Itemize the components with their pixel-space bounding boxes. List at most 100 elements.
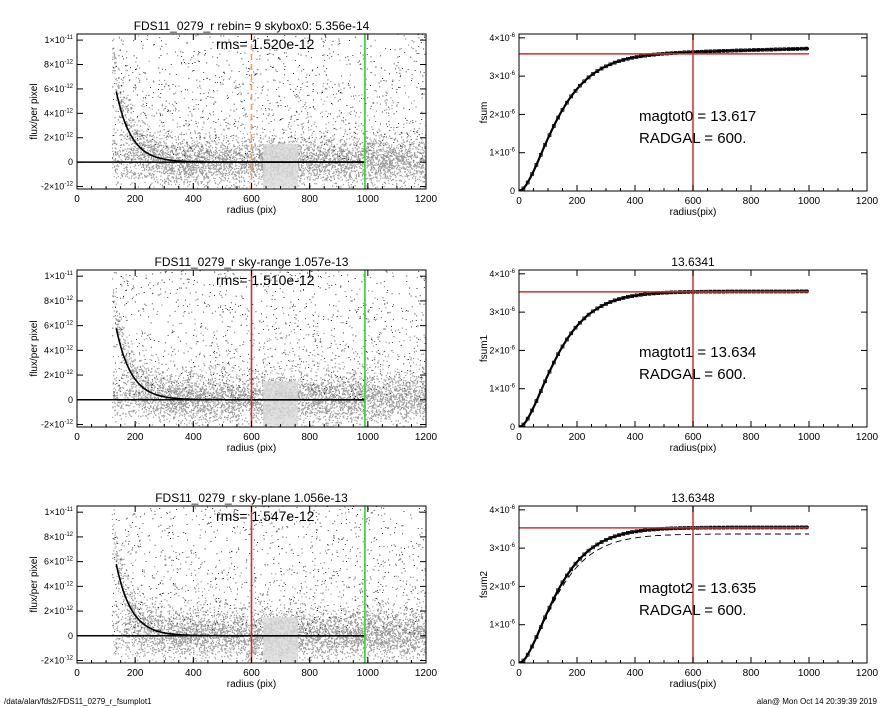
x-tick-label: 1000: [798, 196, 821, 207]
x-tick-label: 0: [74, 194, 80, 205]
x-tick-label: 800: [301, 194, 318, 205]
x-tick-label: 1000: [798, 432, 821, 443]
annotation-line-1: magtot0 = 13.617: [639, 108, 756, 125]
y-tick-label: 8×10-12: [44, 60, 74, 70]
x-tick-label: 1200: [415, 194, 438, 205]
x-tick-label: 0: [516, 432, 522, 443]
sky-region-band: [263, 381, 299, 426]
x-tick-label: 0: [74, 432, 80, 443]
x-tick-label: 400: [185, 432, 202, 443]
annotation-line-1: magtot1 = 13.634: [639, 344, 756, 361]
y-tick-label: 1×10-11: [44, 35, 73, 45]
sky-region-band: [263, 617, 299, 662]
x-tick-label: 1200: [856, 668, 879, 679]
x-tick-label: 1200: [415, 668, 438, 679]
outlier-points: [112, 270, 426, 401]
x-tick-label: 1000: [357, 668, 380, 679]
y-tick-label: 8×10-12: [44, 296, 74, 306]
x-tick-label: 400: [185, 668, 202, 679]
x-tick-label: 200: [569, 196, 586, 207]
x-tick-label: 400: [627, 432, 644, 443]
x-tick-label: 600: [685, 668, 702, 679]
y-axis-label: flux/per pixel: [29, 320, 40, 376]
x-tick-label: 1200: [415, 432, 438, 443]
x-tick-label: 800: [301, 432, 318, 443]
y-tick-label: 4×10-6: [489, 505, 515, 515]
x-axis-label: radius(pix): [670, 443, 717, 454]
y-tick-label: 4×10-6: [489, 33, 515, 43]
panel-1: rms= 1.520e-12 0 200 400 600 800 1000 1200 1×10-…: [29, 19, 438, 216]
y-tick-label: 6×10-12: [44, 84, 74, 94]
x-tick-label: 1000: [357, 194, 380, 205]
rms-label: rms= 1.547e-12: [216, 508, 315, 524]
sky-region-band: [263, 143, 299, 188]
y-tick-label: 4×10-12: [44, 345, 74, 355]
y-tick-label: 3×10-6: [489, 307, 515, 317]
panel-3: rms= 1.510e-12 0 200 400 600 800 1000 1200 1×10-…: [29, 255, 438, 454]
y-tick-label: 0: [68, 395, 73, 405]
y-tick-label: 8×10-12: [44, 532, 74, 542]
x-axis-label: radius (pix): [227, 205, 276, 216]
y-tick-label: 0: [510, 658, 515, 668]
x-tick-label: 200: [127, 668, 144, 679]
y-tick-label: 0: [68, 631, 73, 641]
rms-label: rms= 1.520e-12: [216, 36, 315, 52]
plot-area: [77, 506, 426, 663]
annotation-line-2: RADGAL = 600.: [639, 602, 746, 619]
y-tick-label: 3×10-6: [489, 71, 515, 81]
panel-4: magtot1 = 13.634 RADGAL = 600. 0 200 400 600 8…: [479, 255, 879, 454]
chart-title: FDS11_0279_r sky-plane 1.056e-13: [155, 491, 348, 505]
profile-curve: [115, 564, 365, 637]
fsum-dashed-curve: [519, 533, 809, 663]
footer-user-timestamp: alan@ Mon Oct 14 20:39:39 2019: [756, 697, 877, 706]
x-tick-label: 1000: [357, 432, 380, 443]
y-tick-label: 1×10-11: [44, 507, 73, 517]
x-tick-label: 0: [516, 668, 522, 679]
y-tick-label: 0: [510, 422, 515, 432]
rms-label: rms= 1.510e-12: [216, 272, 315, 288]
fsum-points: [519, 289, 808, 427]
x-tick-label: 800: [301, 668, 318, 679]
annotation-line-2: RADGAL = 600.: [639, 366, 746, 383]
outlier-points: [111, 506, 426, 637]
plot-area: [77, 270, 426, 427]
x-tick-label: 600: [243, 432, 260, 443]
x-axis-label: radius (pix): [227, 679, 276, 690]
x-tick-label: 800: [743, 196, 760, 207]
x-tick-label: 800: [743, 668, 760, 679]
x-tick-label: 200: [127, 432, 144, 443]
y-axis-label: fsum2: [479, 570, 490, 598]
outlier-points: [112, 34, 426, 163]
fsum-points: [519, 525, 808, 663]
x-tick-label: 1200: [856, 196, 879, 207]
y-tick-label: 2×10-6: [489, 345, 515, 355]
y-tick-label: -2×10-12: [41, 420, 74, 430]
panel-5: rms= 1.547e-12 0 200 400 600 800 1000 1200 1×10-…: [29, 491, 438, 690]
plot-area: [77, 34, 426, 189]
x-tick-label: 800: [743, 432, 760, 443]
x-tick-label: 600: [243, 194, 260, 205]
footer-file-path: /data/alan/fds2/FDS11_0279_r_fsumplot1: [4, 697, 152, 706]
x-tick-label: 200: [127, 194, 144, 205]
y-tick-label: 1×10-6: [489, 384, 515, 394]
y-tick-label: 2×10-12: [44, 133, 74, 143]
y-tick-label: -2×10-12: [41, 182, 74, 192]
y-tick-label: 1×10-11: [44, 271, 73, 281]
chart-title: FDS11_0279_r rebin= 9 skybox0: 5.356e-14: [134, 19, 370, 33]
y-tick-label: 0: [510, 186, 515, 196]
panel-6: magtot2 = 13.635 RADGAL = 600. 0 200 400 600 8…: [479, 491, 879, 690]
y-axis-label: fsum: [479, 102, 490, 124]
y-tick-label: 0: [68, 157, 73, 167]
chart-title: 13.6348: [671, 491, 715, 505]
x-tick-label: 1200: [856, 432, 879, 443]
panel-2: magtot0 = 13.617 RADGAL = 600. 0 200 400 600 8…: [479, 33, 879, 218]
x-tick-label: 600: [685, 432, 702, 443]
x-axis-label: radius (pix): [227, 443, 276, 454]
y-tick-label: 6×10-12: [44, 557, 74, 567]
y-tick-label: 1×10-6: [489, 148, 515, 158]
x-tick-label: 200: [569, 668, 586, 679]
x-tick-label: 400: [185, 194, 202, 205]
x-tick-label: 1000: [798, 668, 821, 679]
y-tick-label: 2×10-12: [44, 370, 74, 380]
